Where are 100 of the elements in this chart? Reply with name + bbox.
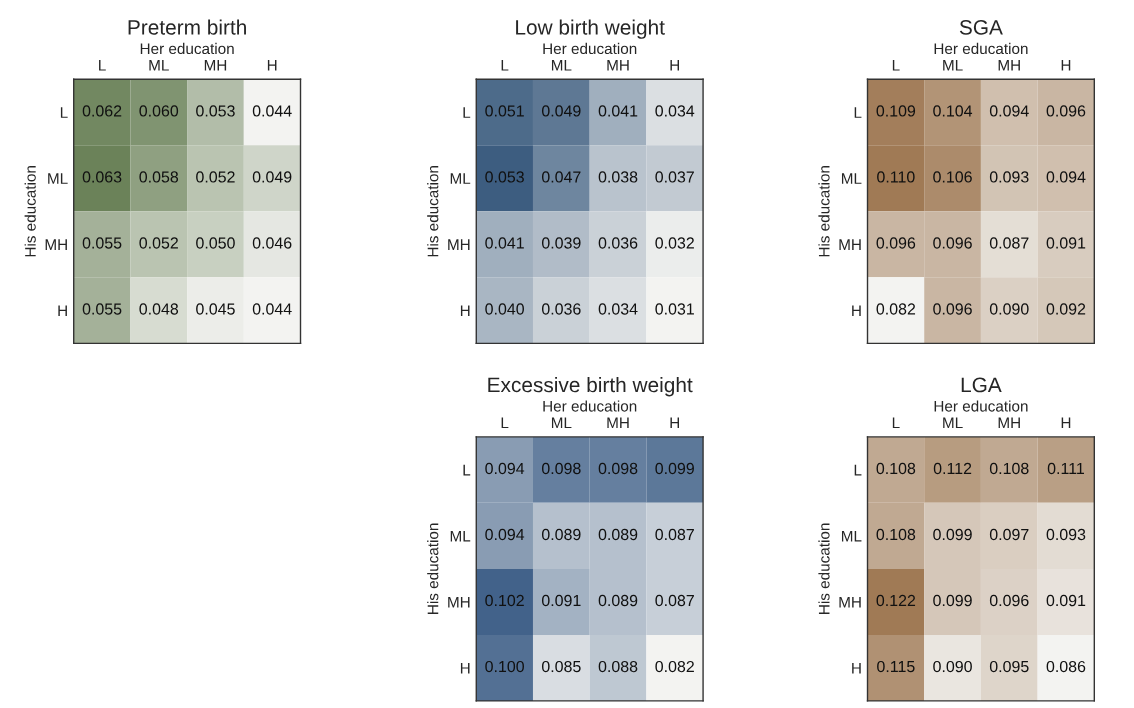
chart-title: SGA <box>959 19 1003 35</box>
data-label: 0.099 <box>655 462 694 475</box>
y-tick-label: H <box>852 305 861 316</box>
data-label: 0.095 <box>989 660 1029 673</box>
data-label: 0.052 <box>196 171 235 183</box>
y-tick-label: MH <box>448 239 470 250</box>
data-label: 0.041 <box>485 237 524 249</box>
x-tick-label: H <box>1061 417 1071 429</box>
data-label: 0.109 <box>876 105 916 117</box>
y-tick-label: L <box>60 107 68 118</box>
data-label: 0.045 <box>196 303 235 315</box>
chart-title: Excessive birth weight <box>488 376 693 397</box>
data-label: 0.053 <box>485 171 524 183</box>
x-tick-label: ML <box>551 60 572 71</box>
x-axis-title: Her education <box>543 42 637 55</box>
chart-title: Low birth weight <box>516 19 665 39</box>
data-label: 0.108 <box>989 462 1029 475</box>
data-label: 0.094 <box>1046 171 1086 183</box>
x-tick-label: L <box>892 417 900 429</box>
y-axis-title: His education <box>818 166 830 257</box>
x-tick-label: L <box>501 417 509 429</box>
data-label: 0.055 <box>82 303 122 315</box>
data-label: 0.096 <box>933 237 972 249</box>
y-tick-label: ML <box>450 173 471 184</box>
data-label: 0.063 <box>82 171 122 183</box>
data-label: 0.052 <box>139 237 178 249</box>
data-label: 0.110 <box>877 171 915 183</box>
y-tick-label: H <box>58 305 67 316</box>
y-tick-label: L <box>463 464 471 476</box>
data-label: 0.090 <box>989 303 1029 315</box>
x-axis-title: Her education <box>543 400 637 412</box>
data-label: 0.085 <box>541 660 581 673</box>
data-label: 0.032 <box>655 237 694 249</box>
x-tick-label: L <box>501 60 509 71</box>
data-label: 0.093 <box>1046 528 1086 541</box>
y-tick-label: H <box>460 305 470 316</box>
x-tick-label: MH <box>204 60 227 71</box>
data-label: 0.104 <box>933 105 973 117</box>
x-tick-label: H <box>670 60 679 71</box>
chart-title: LGA <box>961 377 1002 393</box>
x-tick-label: L <box>99 60 106 71</box>
data-label: 0.034 <box>598 303 638 315</box>
y-tick-label: ML <box>841 530 862 542</box>
data-label: 0.106 <box>933 171 972 183</box>
y-tick-label: ML <box>450 530 471 542</box>
data-label: 0.040 <box>485 303 524 315</box>
data-label: 0.087 <box>655 528 694 541</box>
data-label: 0.047 <box>541 171 581 183</box>
data-label: 0.090 <box>933 660 972 673</box>
y-tick-label: L <box>854 107 862 118</box>
data-label: 0.092 <box>1046 303 1086 315</box>
data-label: 0.089 <box>598 594 638 607</box>
data-label: 0.094 <box>989 105 1029 117</box>
data-label: 0.093 <box>989 171 1029 183</box>
data-label: 0.088 <box>598 660 638 673</box>
data-label: 0.051 <box>485 105 524 117</box>
data-label: 0.060 <box>139 105 179 117</box>
data-label: 0.091 <box>1046 594 1086 607</box>
data-label: 0.049 <box>541 105 581 117</box>
data-label: 0.099 <box>933 528 972 541</box>
data-label: 0.055 <box>82 237 122 249</box>
data-label: 0.037 <box>655 171 694 183</box>
x-axis-title: Her education <box>934 400 1028 412</box>
x-tick-label: ML <box>551 417 572 429</box>
data-label: 0.046 <box>252 237 292 249</box>
data-label: 0.094 <box>485 462 525 475</box>
data-label: 0.098 <box>541 462 581 475</box>
y-axis-title: His education <box>818 523 830 614</box>
chart-title: Preterm birth <box>128 19 246 35</box>
data-label: 0.100 <box>485 660 524 673</box>
data-label: 0.122 <box>876 594 916 607</box>
y-tick-label: MH <box>45 239 67 250</box>
data-label: 0.099 <box>933 594 972 607</box>
data-label: 0.111 <box>1047 462 1084 475</box>
x-axis-title: Her education <box>934 42 1028 55</box>
x-tick-label: ML <box>943 60 963 71</box>
y-tick-label: MH <box>839 596 861 608</box>
x-tick-label: MH <box>998 417 1020 429</box>
data-label: 0.086 <box>1046 660 1086 673</box>
x-tick-label: MH <box>998 60 1020 71</box>
data-label: 0.041 <box>598 105 638 117</box>
y-axis-title: His education <box>427 166 439 257</box>
x-tick-label: H <box>267 60 277 71</box>
data-label: 0.112 <box>933 462 972 475</box>
data-label: 0.036 <box>598 237 638 249</box>
x-tick-label: H <box>670 417 679 429</box>
x-axis-title: Her education <box>140 42 234 55</box>
x-tick-label: ML <box>149 60 169 71</box>
data-label: 0.102 <box>485 594 524 607</box>
data-label: 0.091 <box>541 594 581 607</box>
x-tick-label: L <box>892 60 900 71</box>
x-tick-label: MH <box>607 60 629 71</box>
data-label: 0.082 <box>876 303 916 315</box>
data-label: 0.108 <box>876 462 916 475</box>
data-label: 0.031 <box>655 303 694 315</box>
data-label: 0.089 <box>598 528 638 541</box>
y-axis-title: His education <box>427 523 439 614</box>
data-label: 0.108 <box>876 528 916 541</box>
data-label: 0.053 <box>196 105 235 117</box>
data-label: 0.049 <box>252 171 292 183</box>
